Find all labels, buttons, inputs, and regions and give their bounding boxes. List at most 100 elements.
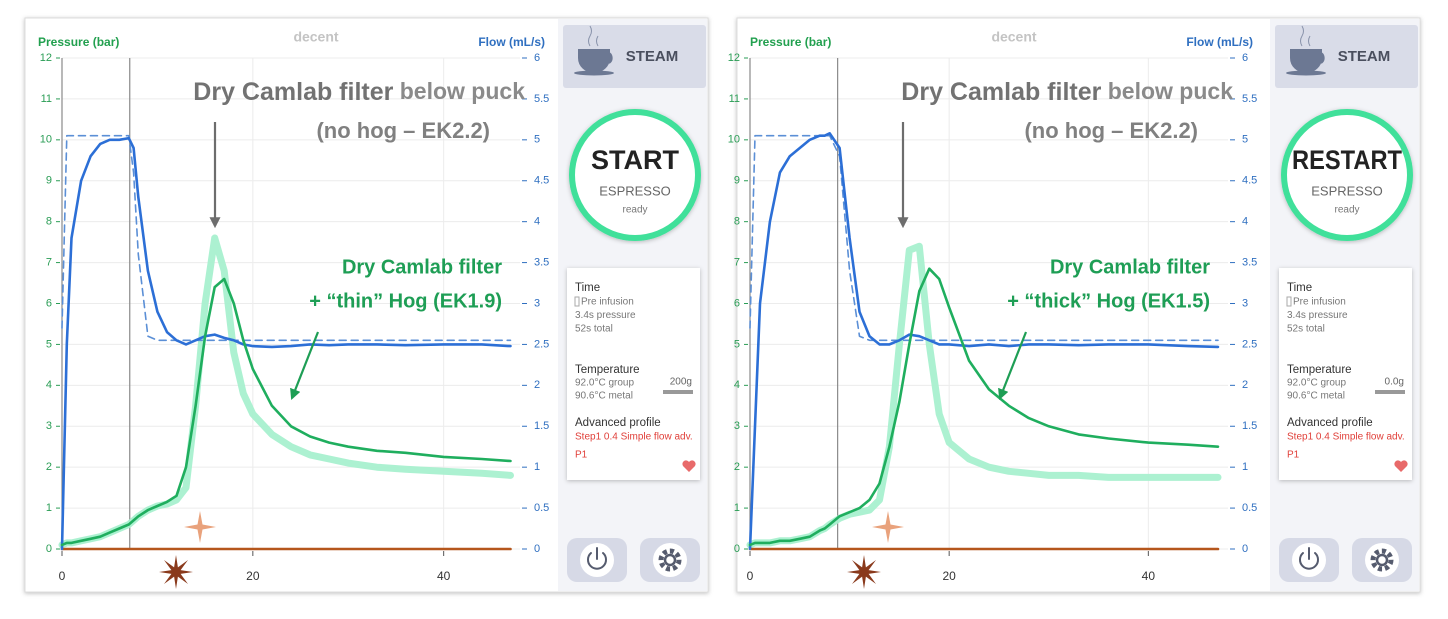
y2-tick-label: 4	[534, 216, 540, 228]
temperature-line: 92.0°C group	[1287, 378, 1346, 389]
y2-tick-label: 1	[1242, 461, 1248, 473]
temperature-heading: Temperature	[575, 364, 640, 376]
time-heading: Time	[1287, 282, 1312, 294]
scale-weight: 200g	[670, 377, 692, 388]
steam-label: STEAM	[626, 48, 679, 65]
y2-tick-label: 5	[534, 134, 540, 146]
y-tick-label: 2	[46, 461, 52, 473]
y2-tick-label: 5	[1242, 134, 1248, 146]
y2-tick-label: 2	[1242, 379, 1248, 391]
scale-bar	[1375, 390, 1405, 394]
y2-tick-label: 5.5	[1242, 93, 1257, 105]
power-icon	[1299, 547, 1319, 570]
y-tick-label: 0	[734, 543, 740, 555]
annotation-bold: Dry Camlab filter	[901, 78, 1101, 106]
temperature-line: 92.0°C group	[575, 378, 634, 389]
profile-heading: Advanced profile	[1287, 417, 1373, 429]
time-line: Pre infusion	[1293, 297, 1346, 308]
profile-line: P1	[575, 450, 588, 461]
annotation-subtitle: (no hog – EK2.2)	[1024, 118, 1198, 143]
start-label: RESTART	[1292, 145, 1402, 175]
steam-label: STEAM	[1338, 48, 1391, 65]
gear-icon	[658, 548, 682, 572]
temperature-heading: Temperature	[1287, 364, 1352, 376]
settings-icon-bg	[1365, 543, 1399, 577]
y-tick-label: 1	[734, 502, 740, 514]
annotation-title: Dry Camlab filter below puck	[901, 78, 1233, 106]
y-tick-label: 5	[734, 338, 740, 350]
y-tick-label: 8	[46, 216, 52, 228]
x-tick-label: 40	[437, 569, 451, 583]
mode-label: ESPRESSO	[1311, 183, 1383, 198]
y2-tick-label: 0.5	[1242, 502, 1257, 514]
gear-icon-hub	[663, 553, 677, 567]
y-tick-label: 10	[728, 134, 740, 146]
app-window: 012345678910111200.511.522.533.544.555.5…	[728, 17, 1421, 593]
time-line: 52s total	[1287, 324, 1325, 335]
app-window: 012345678910111200.511.522.533.544.555.5…	[24, 17, 709, 593]
scale-weight: 0.0g	[1385, 377, 1404, 388]
profile-heading: Advanced profile	[575, 417, 661, 429]
time-line: 3.4s pressure	[575, 310, 636, 321]
y2-tick-label: 1.5	[1242, 420, 1257, 432]
y2-tick-label: 4.5	[534, 175, 549, 187]
y2-axis-label: Flow (mL/s)	[478, 35, 545, 49]
state-label: ready	[1334, 205, 1359, 216]
y-axis-label: Pressure (bar)	[750, 35, 831, 49]
power-icon	[587, 547, 607, 570]
start-button[interactable]	[569, 109, 701, 241]
temperature-line: 90.6°C metal	[575, 391, 633, 402]
star-icon	[847, 555, 881, 589]
start-button[interactable]	[1281, 109, 1413, 241]
x-tick-label: 40	[1142, 569, 1156, 583]
y2-tick-label: 5.5	[534, 93, 549, 105]
y2-tick-label: 6	[1242, 52, 1248, 64]
star-icon	[159, 555, 193, 589]
steam-icon	[1300, 25, 1311, 47]
y-tick-label: 8	[734, 216, 740, 228]
settings-icon-bg	[653, 543, 687, 577]
time-line: 52s total	[575, 324, 613, 335]
annotation-note: Dry Camlab filter	[342, 256, 502, 278]
profile-line: Step1 0.4 Simple flow adv.	[1287, 432, 1405, 443]
y-tick-label: 11	[41, 93, 52, 105]
y-tick-label: 5	[46, 338, 52, 350]
gear-icon-hub	[1375, 553, 1389, 567]
y-axis-label: Pressure (bar)	[38, 35, 119, 49]
y2-tick-label: 2	[534, 379, 540, 391]
heart-icon[interactable]	[682, 460, 696, 472]
logo: decent	[293, 29, 338, 45]
steam-icon	[588, 25, 599, 47]
heart-icon[interactable]	[1394, 460, 1408, 472]
series-line	[749, 134, 1219, 342]
pause-icon	[1286, 296, 1292, 307]
y-tick-label: 11	[729, 93, 740, 105]
y-tick-label: 4	[734, 379, 740, 391]
annotation-subtitle: (no hog – EK2.2)	[316, 118, 490, 143]
annotation-title: Dry Camlab filter below puck	[193, 78, 525, 106]
y-tick-label: 9	[734, 175, 740, 187]
logo: decent	[991, 29, 1036, 45]
series-line	[60, 136, 512, 551]
star-icon	[872, 511, 904, 543]
y-tick-label: 12	[40, 52, 52, 64]
y2-tick-label: 0.5	[534, 502, 549, 514]
saucer-icon	[1286, 70, 1326, 76]
annotation-note: Dry Camlab filter	[1050, 256, 1210, 278]
series-line	[748, 132, 1220, 551]
annotation-note: + “thin” Hog (EK1.9)	[309, 290, 502, 312]
y2-tick-label: 6	[534, 52, 540, 64]
star-icon	[184, 511, 216, 543]
y2-tick-label: 3	[534, 297, 540, 309]
scale-bar	[663, 390, 693, 394]
arrow	[998, 331, 1028, 401]
y2-tick-label: 0	[534, 543, 540, 555]
y2-tick-label: 3.5	[1242, 256, 1257, 268]
annotation-rest: below puck	[393, 78, 525, 104]
mode-label: ESPRESSO	[599, 183, 671, 198]
y2-tick-label: 2.5	[1242, 338, 1257, 350]
time-line: 3.4s pressure	[1287, 310, 1348, 321]
annotation-bold: Dry Camlab filter	[193, 78, 393, 106]
y-tick-label: 10	[40, 134, 52, 146]
